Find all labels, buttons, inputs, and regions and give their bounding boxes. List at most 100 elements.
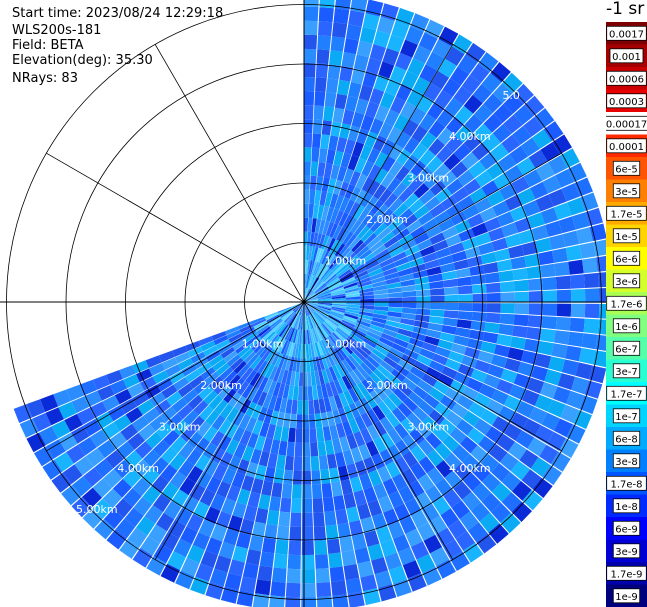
data-cell: [341, 359, 353, 374]
data-cell: [320, 324, 331, 337]
data-cell: [393, 202, 409, 218]
data-cell: [330, 287, 345, 294]
data-cell: [339, 65, 353, 82]
data-cell: [332, 302, 347, 305]
data-cell: [373, 222, 388, 237]
data-cell: [353, 349, 367, 362]
data-cell: [467, 255, 483, 268]
data-cell: [534, 394, 553, 412]
data-cell: [300, 302, 304, 316]
data-cell: [510, 336, 526, 350]
data-cell: [451, 250, 468, 263]
data-cell: [417, 238, 433, 251]
data-cell: [381, 262, 396, 272]
data-cell: [339, 436, 351, 452]
data-cell: [417, 473, 435, 492]
data-cell: [386, 315, 402, 323]
data-cell: [122, 469, 142, 488]
data-cell: [232, 426, 245, 443]
data-cell: [338, 181, 350, 197]
data-cell: [232, 377, 245, 392]
azimuth-spoke: [46, 152, 305, 303]
data-cell: [331, 481, 343, 497]
data-cell: [438, 58, 457, 78]
data-cell: [513, 279, 529, 292]
data-cell: [257, 565, 273, 582]
colorbar-label-box: [612, 430, 641, 446]
data-cell: [406, 343, 422, 354]
data-cell: [348, 201, 361, 217]
data-cell: [258, 494, 271, 510]
data-cell: [304, 288, 308, 302]
data-cell: [434, 442, 452, 460]
data-cell: [312, 261, 319, 276]
data-cell: [232, 339, 247, 351]
data-cell: [313, 312, 324, 323]
data-cell: [346, 24, 362, 41]
data-cell: [314, 190, 322, 205]
data-cell: [371, 276, 386, 284]
data-cell: [289, 526, 302, 542]
data-cell: [469, 187, 487, 204]
data-cell: [302, 456, 311, 471]
data-cell: [422, 503, 440, 523]
data-cell: [328, 135, 339, 151]
data-cell: [360, 516, 376, 534]
data-cell: [301, 540, 315, 556]
data-cell: [309, 260, 315, 275]
polar-grid: [0, 0, 606, 607]
data-cell: [360, 362, 373, 376]
data-cell: [401, 285, 416, 292]
data-cell: [239, 576, 257, 594]
data-cell: [544, 369, 562, 386]
data-cell: [333, 150, 344, 167]
data-cell: [373, 482, 388, 500]
data-cell: [470, 368, 488, 383]
data-cell: [461, 152, 479, 170]
data-cell: [299, 315, 303, 330]
data-cell: [308, 275, 314, 289]
range-ring-label: 1.00km: [325, 255, 367, 268]
data-cell: [508, 441, 527, 461]
data-cell: [272, 320, 284, 332]
data-cell: [293, 302, 304, 312]
data-cell: [453, 143, 472, 161]
data-cell: [228, 559, 245, 577]
data-cell: [532, 129, 552, 149]
colorbar: 0.00170.0010.00060.00030.000170.00016e-5…: [606, 22, 647, 607]
data-cell: [156, 422, 173, 439]
data-cell: [375, 203, 389, 219]
data-cell: [388, 491, 404, 509]
data-cell: [457, 311, 473, 321]
data-cell: [329, 381, 339, 396]
data-cell: [458, 228, 475, 242]
data-cell: [328, 256, 340, 270]
data-cell: [472, 83, 493, 104]
data-cell: [416, 422, 432, 439]
data-cell: [222, 468, 237, 485]
data-cell: [170, 436, 187, 454]
data-cell: [360, 412, 373, 428]
data-cell: [336, 166, 348, 182]
data-cell: [555, 275, 571, 290]
data-cell: [350, 0, 368, 13]
data-cell: [152, 493, 171, 513]
data-cell: [379, 257, 394, 268]
data-cell: [399, 516, 417, 534]
data-cell: [314, 310, 327, 320]
data-cell: [419, 189, 436, 205]
data-cell: [404, 245, 420, 257]
data-cell: [329, 351, 339, 365]
data-cell: [243, 351, 257, 364]
data-cell: [486, 399, 504, 416]
data-cell: [401, 312, 416, 320]
data-cell: [297, 343, 302, 359]
data-cell: [374, 386, 388, 401]
data-cell: [325, 382, 334, 398]
data-cell: [249, 372, 261, 387]
data-cell: [329, 566, 345, 582]
data-cell: [354, 547, 371, 564]
data-cell: [424, 196, 441, 212]
data-cell: [64, 413, 83, 432]
data-cell: [283, 311, 295, 323]
